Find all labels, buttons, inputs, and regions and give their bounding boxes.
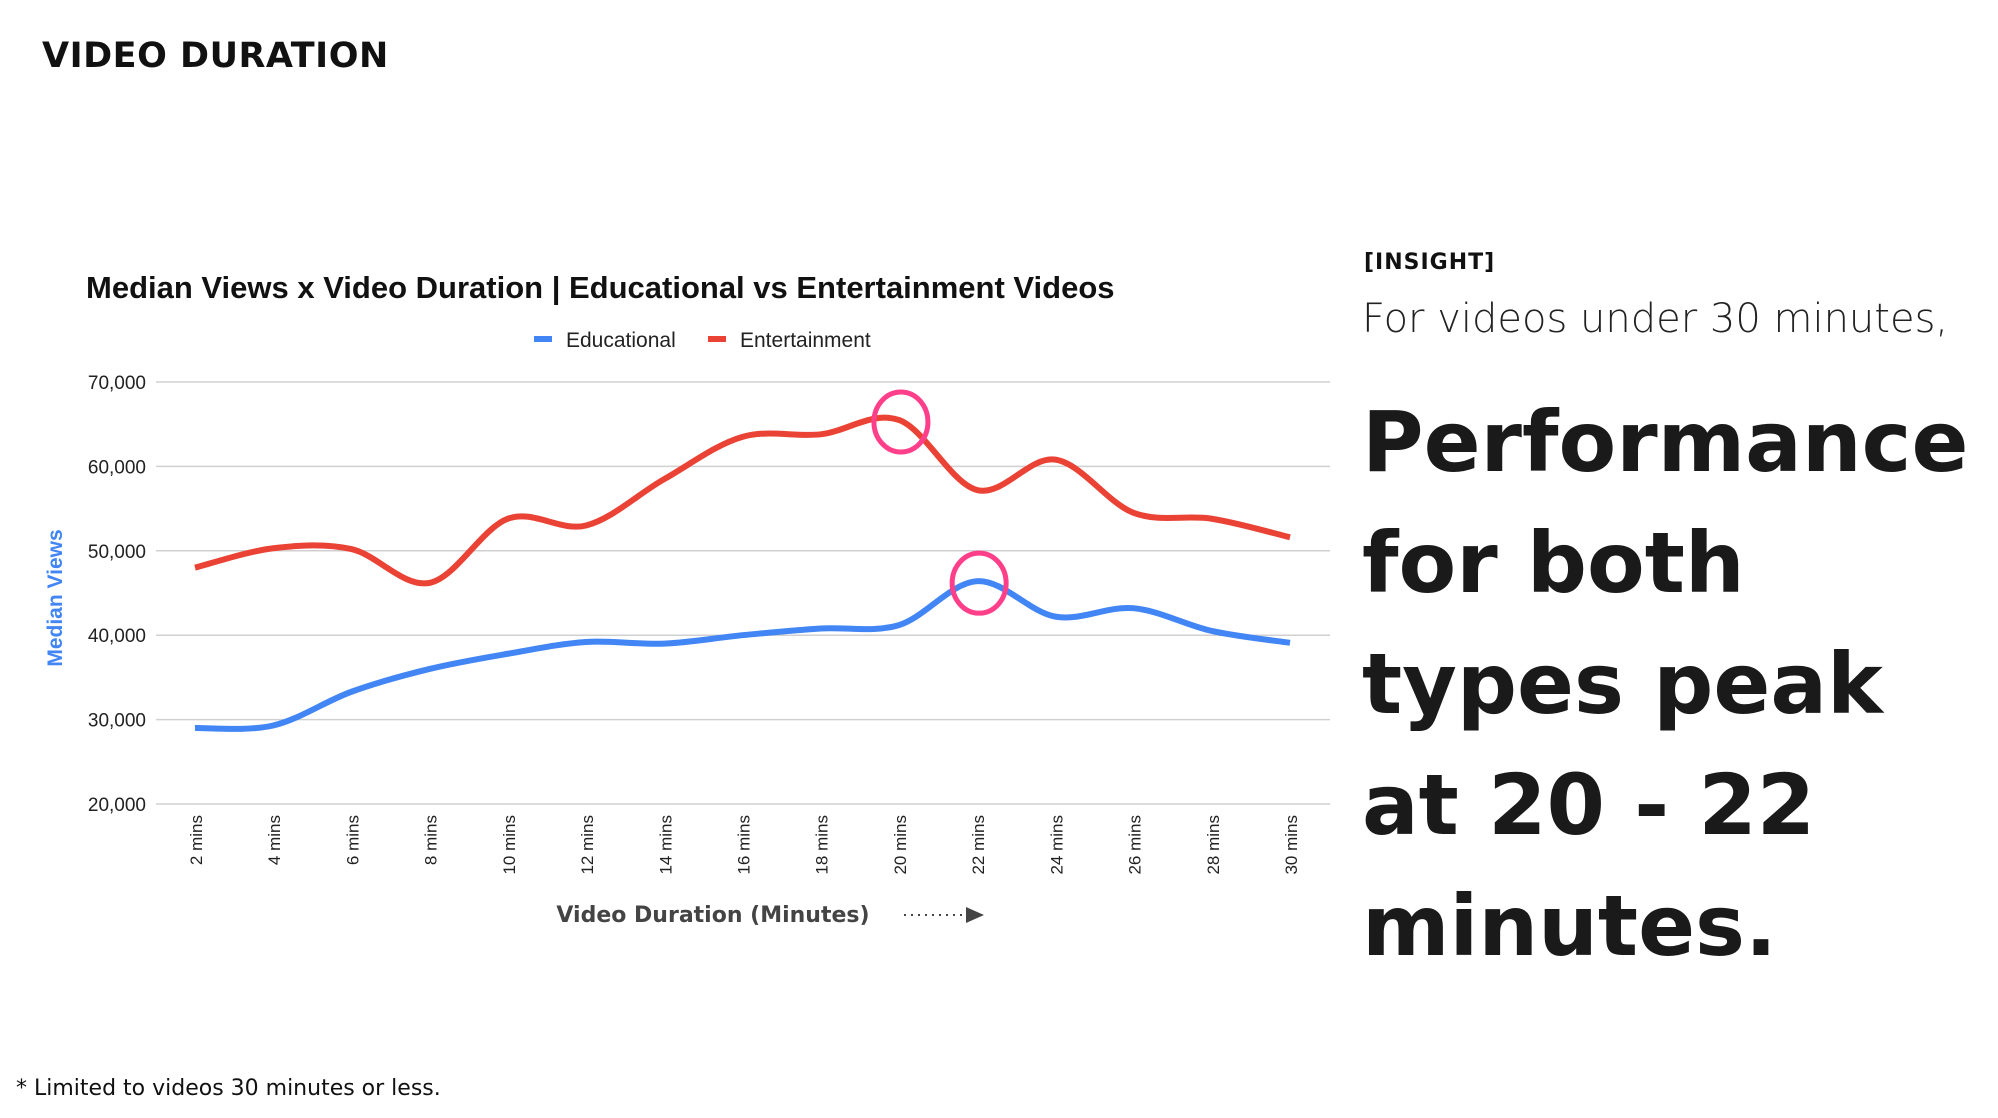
x-tick-label: 20 mins [891,815,910,875]
y-tick-label: 60,000 [88,457,146,478]
x-tick-label: 14 mins [656,815,675,875]
legend: Educational Entertainment [534,329,871,352]
peak-highlight-circle [949,550,1009,616]
x-tick-label: 8 mins [422,815,441,865]
x-tick-label: 26 mins [1126,815,1145,875]
series-line-entertainment [194,414,1291,587]
x-tick-label: 12 mins [578,815,597,875]
x-axis-title: Video Duration (Minutes) [556,903,869,928]
x-tick-label: 6 mins [343,815,362,865]
peak-highlight-circle [871,389,931,455]
insight-headline: Performance for both types peak at 20 - … [1362,393,1969,975]
y-tick-label: 70,000 [88,373,146,394]
y-tick-label: 40,000 [88,626,146,647]
footnote: * Limited to videos 30 minutes or less. [16,1076,441,1101]
x-tick-label: 4 mins [265,815,284,865]
insight-tag: [INSIGHT] [1364,250,1496,275]
chart-title: Median Views x Video Duration | Educatio… [86,270,1115,305]
y-tick-label: 30,000 [88,711,146,732]
legend-swatch-educational [534,336,552,342]
page-title: VIDEO DURATION [42,36,389,76]
x-tick-label: 18 mins [813,815,832,875]
legend-label-educational: Educational [566,329,676,352]
x-tick-label: 30 mins [1282,815,1301,875]
x-tick-label: 24 mins [1047,815,1066,875]
legend-swatch-entertainment [708,336,726,342]
legend-label-entertainment: Entertainment [740,329,871,352]
x-tick-label: 10 mins [500,815,519,875]
y-tick-label: 50,000 [88,542,146,563]
x-tick-label: 28 mins [1204,815,1223,875]
y-axis-title: Median Views [44,529,67,666]
insight-lead: For videos under 30 minutes, [1362,296,1949,342]
x-tick-label: 16 mins [735,815,754,875]
series-line-educational [194,578,1291,732]
x-tick-label: 2 mins [187,815,206,865]
x-tick-label: 22 mins [969,815,988,875]
y-tick-label: 20,000 [88,795,146,816]
arrow-right-icon [904,907,984,923]
